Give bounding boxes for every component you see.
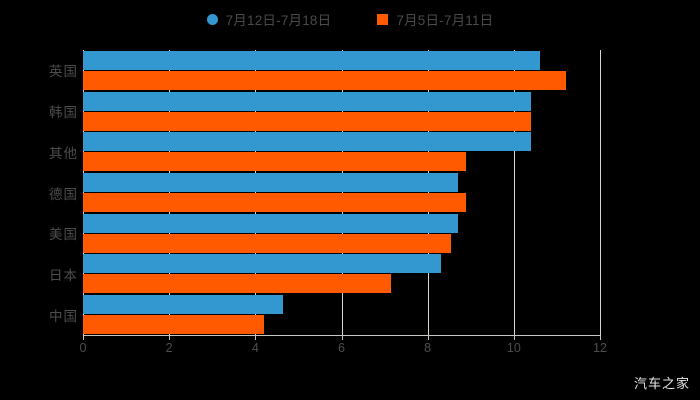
gridline-x-8 — [427, 50, 429, 335]
x-axis-tick-label: 10 — [506, 341, 521, 355]
tick-mark-0 — [83, 335, 84, 340]
bar-0-3[interactable] — [83, 173, 458, 192]
legend-item-0[interactable]: 7月12日-7月18日 — [206, 9, 332, 29]
bar-1-4[interactable] — [83, 233, 452, 253]
x-axis-tick-label: 0 — [79, 341, 87, 355]
gridline-x-10 — [513, 50, 515, 335]
x-axis-tick-label: 4 — [251, 341, 259, 355]
x-axis-tick-label: 6 — [338, 341, 345, 355]
x-axis-tick-label: 8 — [424, 341, 432, 355]
y-axis-category-label: 德国 — [49, 186, 78, 202]
bar-0-0[interactable] — [83, 50, 540, 70]
y-axis-category-label: 中国 — [49, 308, 78, 324]
bar-0-5[interactable] — [83, 254, 441, 274]
bar-1-2[interactable] — [83, 152, 467, 172]
y-axis-category-labels: 英国韩国其他德国美国日本中国 — [0, 50, 78, 335]
legend-label: 7月12日-7月18日 — [225, 13, 332, 28]
chart-legend: 7月12日-7月18日 7月5日-7月11日 — [0, 6, 700, 32]
x-axis-tick-label: 2 — [165, 341, 173, 355]
tick-mark-4 — [255, 335, 257, 340]
tick-mark-8 — [427, 335, 429, 340]
bar-1-1[interactable] — [83, 111, 532, 131]
gridline-x-6 — [341, 50, 343, 335]
plot-area — [83, 50, 601, 335]
gridline-x-2 — [169, 50, 171, 335]
bar-1-3[interactable] — [83, 193, 467, 212]
y-axis-category-label: 日本 — [49, 267, 78, 283]
bar-0-6[interactable] — [83, 295, 284, 315]
tick-mark-10 — [513, 335, 515, 340]
x-axis-tick-label: 12 — [593, 341, 607, 355]
tick-mark-12 — [600, 335, 601, 340]
gridline-x-4 — [255, 50, 257, 335]
legend-label: 7月5日-7月11日 — [396, 13, 494, 28]
tick-mark-6 — [341, 335, 343, 340]
y-axis-category-label: 美国 — [49, 227, 78, 243]
square-marker-icon — [377, 13, 389, 25]
bar-1-6[interactable] — [83, 315, 264, 335]
gridline-x-0 — [83, 50, 84, 335]
bar-0-1[interactable] — [83, 91, 532, 111]
y-axis-category-label: 韩国 — [49, 105, 78, 121]
y-axis-category-label: 英国 — [49, 64, 78, 80]
bar-0-4[interactable] — [83, 213, 458, 233]
bar-1-5[interactable] — [83, 274, 392, 294]
watermark: 汽车之家 — [633, 376, 690, 391]
circle-marker-icon — [206, 13, 218, 25]
y-axis-category-label: 其他 — [49, 145, 78, 161]
tick-mark-2 — [169, 335, 171, 340]
bar-0-2[interactable] — [83, 132, 532, 152]
bar-1-0[interactable] — [83, 70, 566, 90]
gridline-x-12 — [600, 50, 601, 335]
legend-item-1[interactable]: 7月5日-7月11日 — [377, 9, 493, 29]
